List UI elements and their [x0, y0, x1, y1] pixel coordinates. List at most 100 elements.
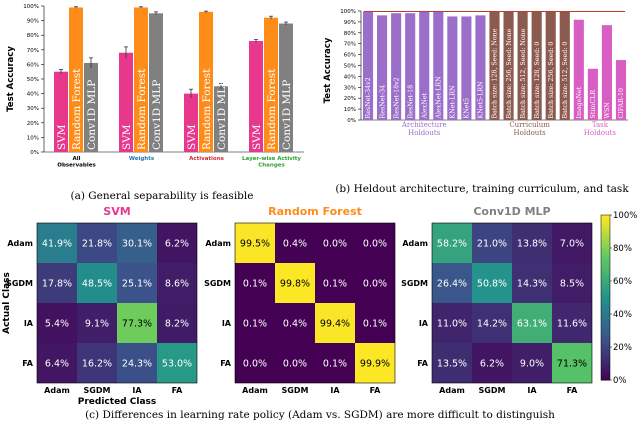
c-cell-value: 48.5%	[82, 279, 112, 290]
a-ytick-label: 90%	[27, 19, 39, 25]
c-cell	[77, 223, 117, 263]
c-matrix-frame	[36, 222, 198, 384]
a-bar-label: Conv1D MLP	[216, 80, 228, 150]
c-cell	[275, 343, 315, 383]
c-cell-value: 7.0%	[560, 239, 584, 250]
a-bar	[199, 11, 213, 153]
b-bar	[475, 15, 486, 120]
b-ylabel: Test Accuracy	[323, 37, 333, 103]
c-colorbar-segment	[601, 234, 610, 238]
c-cell-value: 0.1%	[323, 279, 347, 290]
b-bar-label: KNet5	[464, 98, 471, 118]
a-bar-label: SVM	[121, 124, 133, 150]
c-col-label: Adam	[242, 386, 268, 395]
c-col-label: FA	[172, 386, 184, 395]
c-cell	[37, 263, 77, 303]
a-bar-label: SVM	[56, 124, 68, 150]
c-row-label: IA	[419, 319, 429, 328]
b-bar-label: ResNet-34	[379, 85, 386, 119]
a-bar-label: Conv1D MLP	[151, 80, 163, 150]
a-xtick-label: Changes	[258, 163, 285, 169]
c-colorbar-label: 60%	[613, 277, 632, 287]
c-cell	[432, 343, 472, 383]
b-bar	[587, 68, 598, 120]
c-colorbar-segment	[601, 283, 610, 287]
b-ytick-label: 50%	[344, 64, 356, 70]
c-colorbar-segment	[601, 358, 610, 362]
c-colorbar-segment	[601, 355, 610, 359]
c-cell	[117, 343, 157, 383]
a-bar	[119, 52, 133, 152]
c-col-label: FA	[567, 386, 579, 395]
a-ytick-label: 30%	[27, 106, 39, 112]
c-cell-value: 13.5%	[437, 359, 467, 370]
b-bar	[362, 11, 374, 121]
c-cell-value: 0.4%	[283, 239, 307, 250]
c-cell	[275, 303, 315, 343]
c-colorbar-segment	[601, 226, 610, 230]
b-bar-label: KNet5-LRN	[478, 81, 485, 119]
a-bar	[184, 93, 198, 152]
c-cell-value: 6.4%	[45, 359, 69, 370]
c-colorbar-segment	[601, 330, 610, 334]
c-cell	[37, 343, 77, 383]
c-colorbar-segment	[601, 250, 610, 254]
c-colorbar-segment	[601, 245, 610, 249]
a-bar	[264, 17, 278, 153]
c-colorbar-segment	[601, 270, 610, 274]
c-cell	[512, 223, 552, 263]
c-col-label: SGDM	[84, 386, 111, 395]
c-colorbar-segment	[601, 369, 610, 373]
c-colorbar-segment	[601, 223, 610, 227]
a-xtick-label: All	[72, 156, 80, 162]
c-cell	[552, 223, 592, 263]
b-ytick-label: 30%	[344, 85, 356, 91]
c-colorbar-label: 80%	[613, 244, 632, 254]
c-cell-value: 17.8%	[42, 279, 72, 290]
c-cell	[315, 263, 355, 303]
b-bar	[615, 60, 627, 120]
c-cell-value: 0.1%	[363, 319, 387, 330]
c-colorbar-segment	[601, 300, 610, 304]
c-cell	[117, 223, 157, 263]
c-colorbar-segment	[601, 286, 610, 290]
b-ytick-label: 70%	[344, 42, 356, 48]
c-cell	[512, 263, 552, 303]
a-xtick-label: Activations	[189, 156, 225, 162]
a-ytick-label: 80%	[27, 33, 39, 39]
a-bar-label: Random Forest	[136, 68, 148, 150]
c-ylabel: Actual Class	[2, 272, 12, 334]
a-ytick-label: 50%	[27, 77, 39, 83]
c-row-label: SGDM	[401, 279, 428, 288]
c-matrix-frame	[234, 222, 396, 384]
b-bar	[391, 13, 402, 120]
a-bar	[214, 86, 228, 152]
c-cell-value: 0.0%	[243, 359, 267, 370]
c-colorbar-segment	[601, 349, 610, 353]
b-ytick-label: 90%	[344, 20, 356, 26]
c-col-label: Adam	[439, 386, 465, 395]
c-cell	[355, 223, 395, 263]
b-ytick-label: 10%	[344, 107, 356, 113]
c-cell	[472, 303, 512, 343]
b-ytick-label: 0%	[347, 118, 356, 124]
c-cell	[472, 263, 512, 303]
c-cell-value: 30.1%	[122, 239, 152, 250]
c-colorbar-segment	[601, 281, 610, 285]
c-cell	[235, 223, 275, 263]
c-col-label: IA	[330, 386, 340, 395]
c-cell-value: 0.0%	[363, 239, 387, 250]
c-colorbar-segment	[601, 327, 610, 331]
c-colorbar-segment	[601, 264, 610, 268]
c-colorbar-segment	[601, 338, 610, 342]
b-bar-label: ImageNet	[576, 86, 583, 118]
b-ytick-label: 60%	[344, 53, 356, 59]
a-ytick-label: 60%	[27, 62, 39, 68]
c-colorbar-segment	[601, 325, 610, 329]
c-cell	[512, 303, 552, 343]
a-bar-label: SVM	[186, 124, 198, 150]
c-cell-value: 99.8%	[280, 279, 310, 290]
c-colorbar-segment	[601, 319, 610, 323]
c-col-label: SGDM	[282, 386, 309, 395]
